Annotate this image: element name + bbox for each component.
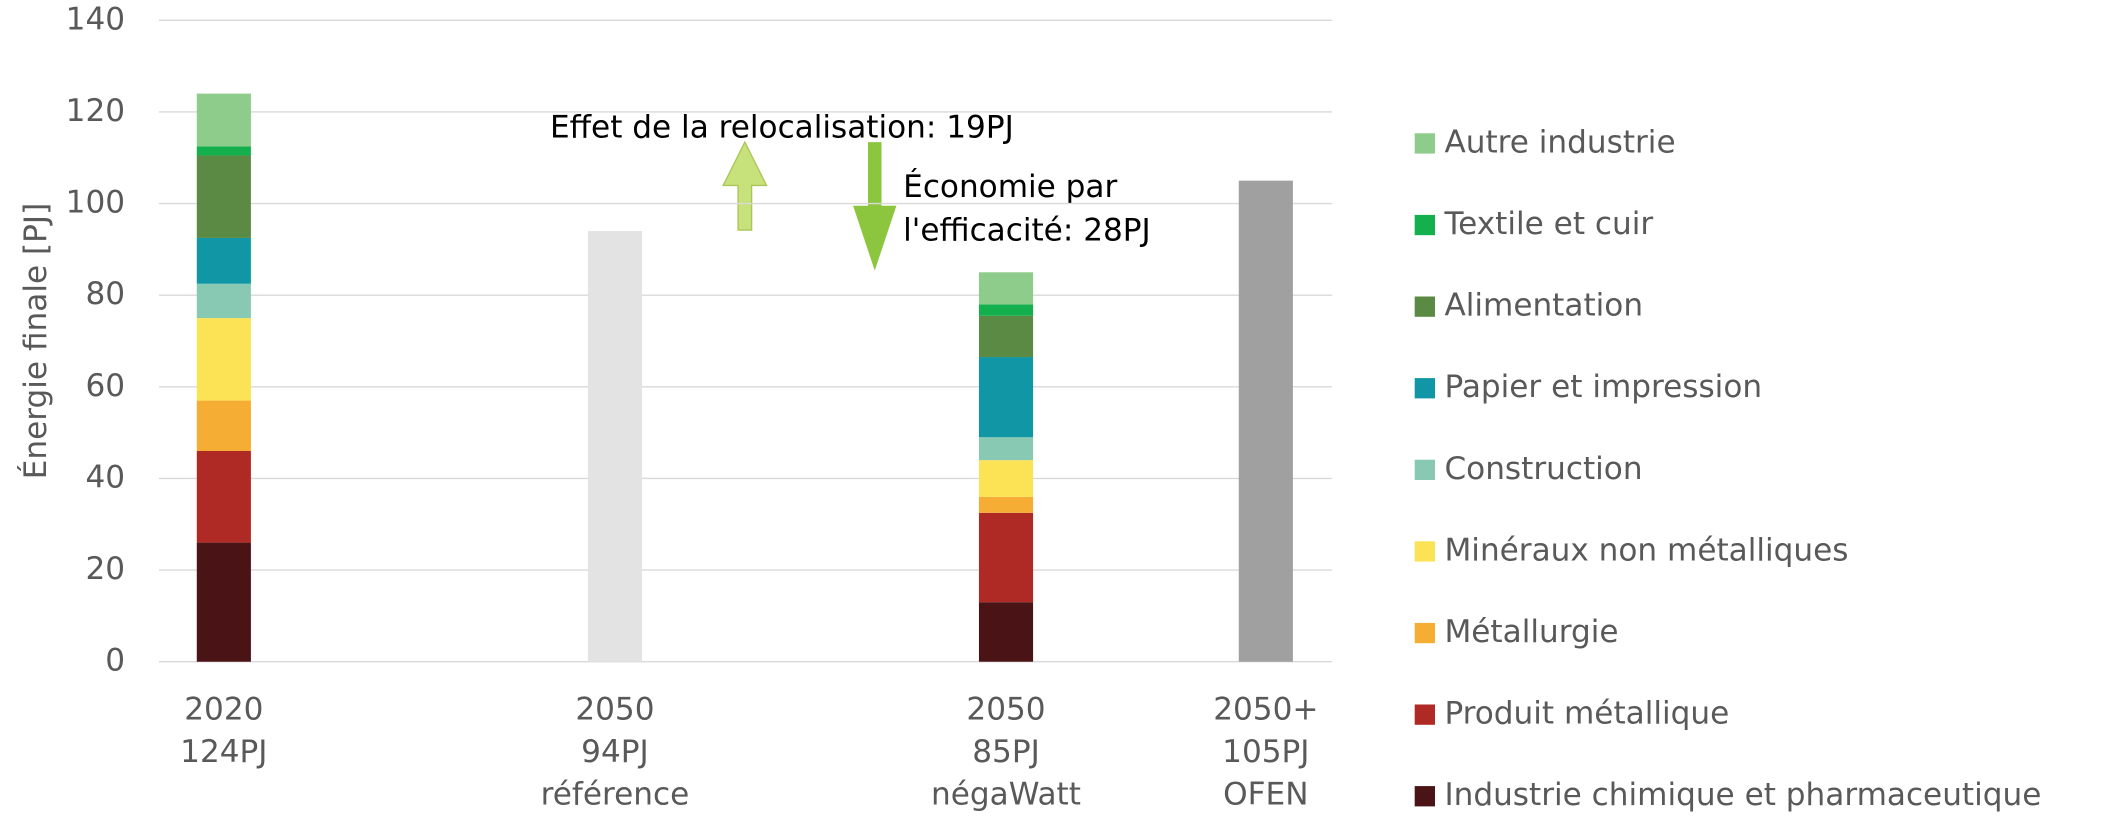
bar-segment [196, 283, 251, 319]
bar-segment [978, 496, 1034, 513]
y-tick-label: 40 [85, 459, 125, 495]
bar-segment [196, 93, 251, 147]
bar-segment [978, 272, 1034, 305]
legend-label: Textile et cuir [1443, 206, 1653, 242]
legend-label: Alimentation [1444, 288, 1643, 324]
legend-label: Construction [1444, 451, 1642, 487]
y-axis-label: Énergie finale [PJ] [16, 203, 54, 479]
plot: 0 20 40 60 80 100 120 140 2020 124PJ 2050 94PJ référ… [66, 1, 2042, 813]
legend-swatch [1414, 622, 1435, 644]
annotation: Effet de la relocalisation: 19PJ [550, 110, 1014, 146]
legend-label: Industrie chimique et pharmaceutique [1444, 777, 2041, 813]
y-tick-label: 140 [66, 1, 125, 37]
down-arrow [853, 142, 897, 271]
annotation: Économie par [903, 167, 1117, 205]
y-tick-label: 20 [85, 551, 125, 587]
bar-segment [196, 237, 251, 284]
bar-segment [196, 146, 251, 156]
legend-label: Minéraux non métalliques [1444, 532, 1848, 568]
bar-segment [587, 231, 642, 662]
legend-label: Métallurgie [1444, 614, 1618, 650]
x-tick-label: 124PJ [180, 734, 267, 770]
legend-swatch [1414, 541, 1435, 562]
legend-swatch [1414, 133, 1435, 154]
bar-segment [196, 155, 251, 238]
legend-swatch [1414, 459, 1435, 480]
x-tick-label: 94PJ [581, 734, 649, 770]
legend-swatch [1414, 704, 1435, 725]
bar-segment [196, 542, 251, 662]
bar-segment [196, 450, 251, 543]
x-tick-label: 2050 [575, 691, 654, 727]
y-tick-label: 0 [105, 643, 125, 679]
legend-label: Produit métallique [1444, 696, 1729, 732]
y-tick-label: 60 [85, 368, 125, 404]
x-tick-label: 2050+ [1213, 691, 1318, 727]
bar-segment [978, 357, 1034, 438]
y-tick-label: 100 [66, 185, 125, 221]
bar-segment [978, 602, 1034, 662]
bar-segment [196, 318, 251, 401]
legend-swatch [1414, 214, 1435, 236]
x-tick-label: OFEN [1223, 777, 1308, 813]
bar-segment [978, 315, 1034, 358]
legend-label: Autre industrie [1444, 124, 1675, 160]
bar-segment [978, 437, 1034, 461]
legend-swatch [1414, 786, 1435, 807]
annotation: l'efficacité: 28PJ [903, 212, 1151, 248]
y-tick-label: 120 [66, 93, 125, 129]
bar-segment [978, 512, 1034, 603]
bar-segment [978, 460, 1034, 497]
up-arrow [722, 140, 768, 231]
x-tick-label: 2020 [184, 691, 263, 727]
x-tick-label: 85PJ [972, 734, 1040, 770]
bar-segment [196, 400, 251, 451]
x-tick-label: 2050 [966, 691, 1045, 727]
legend-label: Papier et impression [1444, 369, 1762, 405]
legend-swatch [1414, 378, 1435, 399]
x-tick-label: 105PJ [1222, 734, 1309, 770]
bar-segment [978, 304, 1034, 316]
y-tick-label: 80 [85, 276, 125, 312]
x-tick-label: négaWatt [931, 777, 1081, 813]
bar-segment [1238, 180, 1293, 662]
x-tick-label: référence [541, 777, 690, 813]
legend-swatch [1414, 296, 1435, 317]
